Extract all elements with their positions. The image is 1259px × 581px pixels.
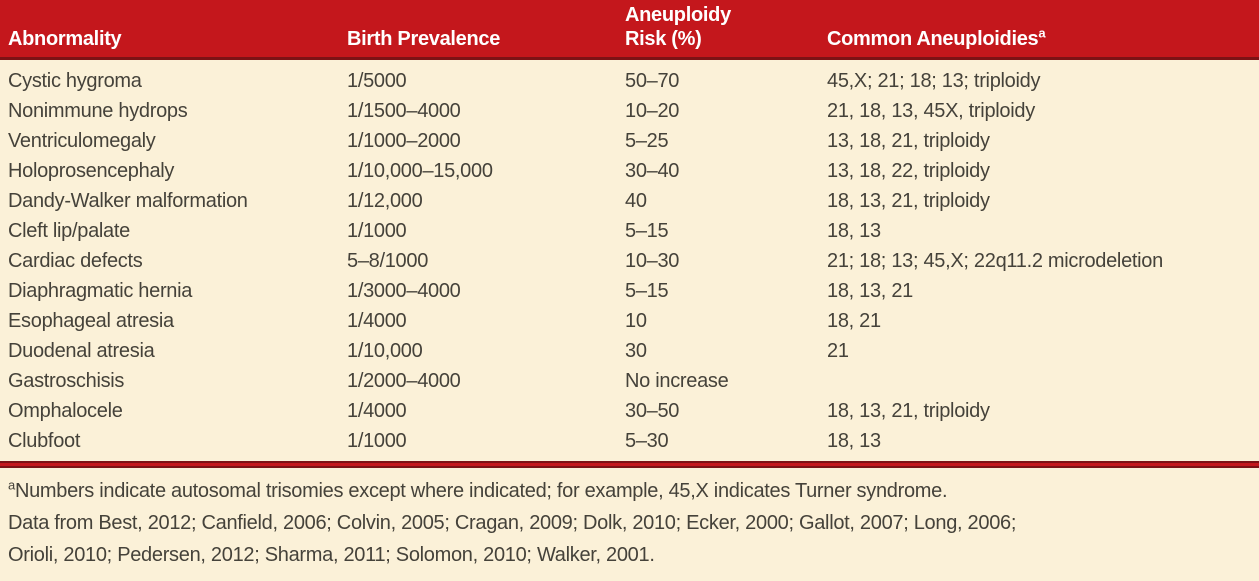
cell-birth-prevalence: 1/10,000 [347, 339, 423, 362]
table-row: Cleft lip/palate 1/1000 5–15 18, 13 [0, 217, 1259, 247]
cell-abnormality: Gastroschisis [8, 369, 125, 392]
footnote-note-text: Numbers indicate autosomal trisomies exc… [14, 480, 948, 502]
cell-common-aneuploidies: 13, 18, 21, triploidy [827, 130, 990, 153]
cell-aneuploidy-risk: 5–15 [625, 220, 669, 243]
cell-abnormality: Nonimmune hydrops [8, 100, 188, 123]
table-row: Omphalocele 1/4000 30–50 18, 13, 21, triplo… [0, 396, 1259, 426]
table-row: Diaphragmatic hernia 1/3000–4000 5–15 18, 1… [0, 276, 1259, 306]
cell-aneuploidy-risk: 50–70 [625, 70, 680, 93]
cell-common-aneuploidies: 21; 18; 13; 45,X; 22q11.2 microdeletion [827, 249, 1163, 272]
cell-aneuploidy-risk: 5–25 [625, 130, 669, 153]
footnote-source-line2: Orioli, 2010; Pedersen, 2012; Sharma, 20… [8, 544, 655, 566]
cell-common-aneuploidies: 18, 13 [827, 220, 881, 243]
table-row: Clubfoot 1/1000 5–30 18, 13 [0, 426, 1259, 456]
cell-birth-prevalence: 1/2000–4000 [347, 369, 461, 392]
cell-common-aneuploidies: 21 [827, 339, 849, 362]
cell-common-aneuploidies: 13, 18, 22, triploidy [827, 160, 990, 183]
cell-common-aneuploidies: 18, 13, 21, triploidy [827, 399, 990, 422]
table-row: Cystic hygroma 1/5000 50–70 45,X; 21; 18; 1… [0, 67, 1259, 97]
column-header-aneuploidy-risk-line1: Aneuploidy [625, 4, 731, 26]
cell-aneuploidy-risk: 5–30 [625, 429, 669, 452]
cell-abnormality: Duodenal atresia [8, 339, 155, 362]
table-row: Esophageal atresia 1/4000 10 18, 21 [0, 306, 1259, 336]
cell-abnormality: Clubfoot [8, 429, 81, 452]
cell-birth-prevalence: 1/10,000–15,000 [347, 160, 493, 183]
table-body: Cystic hygroma 1/5000 50–70 45,X; 21; 18; 1… [0, 60, 1259, 461]
cell-aneuploidy-risk: 30 [625, 339, 647, 362]
cell-aneuploidy-risk: 10–20 [625, 100, 680, 123]
cell-aneuploidy-risk: 30–50 [625, 399, 680, 422]
cell-birth-prevalence: 1/3000–4000 [347, 279, 461, 302]
footnote-marker-superscript: a [1038, 25, 1046, 41]
cell-birth-prevalence: 1/12,000 [347, 190, 423, 213]
table-row: Ventriculomegaly 1/1000–2000 5–25 13, 18, 2… [0, 127, 1259, 157]
table-row: Dandy-Walker malformation 1/12,000 40 18, 1… [0, 187, 1259, 217]
cell-abnormality: Omphalocele [8, 399, 123, 422]
footnote-note-line: aNumbers indicate autosomal trisomies ex… [8, 475, 1249, 507]
table-row: Nonimmune hydrops 1/1500–4000 10–20 21, 18,… [0, 97, 1259, 127]
column-header-aneuploidy-risk-line2: Risk (%) [625, 28, 702, 50]
cell-abnormality: Dandy-Walker malformation [8, 190, 248, 213]
cell-common-aneuploidies: 18, 13, 21, triploidy [827, 190, 990, 213]
footnote-source-line1: Data from Best, 2012; Canfield, 2006; Co… [8, 512, 1017, 534]
footnote-marker-superscript: a [8, 477, 15, 493]
table-header-row: Abnormality Birth Prevalence Aneuploidy … [0, 0, 1259, 60]
table-row: Holoprosencephaly 1/10,000–15,000 30–40 13,… [0, 157, 1259, 187]
cell-common-aneuploidies: 21, 18, 13, 45X, triploidy [827, 100, 1035, 123]
cell-birth-prevalence: 5–8/1000 [347, 249, 429, 272]
cell-aneuploidy-risk: 40 [625, 190, 647, 213]
cell-abnormality: Cardiac defects [8, 249, 143, 272]
table-footnotes: aNumbers indicate autosomal trisomies ex… [0, 468, 1259, 581]
column-header-common-aneuploidies: Common Aneuploidiesa [827, 25, 1259, 57]
column-header-birth-prevalence: Birth Prevalence [347, 28, 501, 50]
cell-aneuploidy-risk: 30–40 [625, 160, 680, 183]
cell-abnormality: Holoprosencephaly [8, 160, 175, 183]
cell-abnormality: Cystic hygroma [8, 70, 142, 93]
table-row: Gastroschisis 1/2000–4000 No increase [0, 366, 1259, 396]
table-row: Duodenal atresia 1/10,000 30 21 [0, 336, 1259, 366]
column-header-common-aneuploidies-label: Common Aneuploidies [827, 28, 1039, 50]
cell-birth-prevalence: 1/1000 [347, 429, 407, 452]
table-footer-divider [0, 461, 1259, 468]
column-header-aneuploidy-risk: Aneuploidy Risk (%) [625, 3, 827, 57]
cell-aneuploidy-risk: 10 [625, 309, 647, 332]
cell-birth-prevalence: 1/4000 [347, 399, 407, 422]
cell-birth-prevalence: 1/1000–2000 [347, 130, 461, 153]
cell-birth-prevalence: 1/1000 [347, 220, 407, 243]
cell-abnormality: Ventriculomegaly [8, 130, 156, 153]
table-row: Cardiac defects 5–8/1000 10–30 21; 18; 13; … [0, 247, 1259, 277]
cell-common-aneuploidies: 18, 21 [827, 309, 881, 332]
cell-common-aneuploidies: 45,X; 21; 18; 13; triploidy [827, 70, 1041, 93]
cell-abnormality: Diaphragmatic hernia [8, 279, 193, 302]
cell-aneuploidy-risk: 5–15 [625, 279, 669, 302]
cell-aneuploidy-risk: No increase [625, 369, 729, 392]
cell-birth-prevalence: 1/1500–4000 [347, 100, 461, 123]
cell-birth-prevalence: 1/5000 [347, 70, 407, 93]
cell-birth-prevalence: 1/4000 [347, 309, 407, 332]
cell-common-aneuploidies: 18, 13 [827, 429, 881, 452]
cell-abnormality: Cleft lip/palate [8, 220, 130, 243]
cell-common-aneuploidies: 18, 13, 21 [827, 279, 913, 302]
cell-abnormality: Esophageal atresia [8, 309, 174, 332]
cell-aneuploidy-risk: 10–30 [625, 249, 680, 272]
column-header-abnormality: Abnormality [8, 28, 122, 50]
